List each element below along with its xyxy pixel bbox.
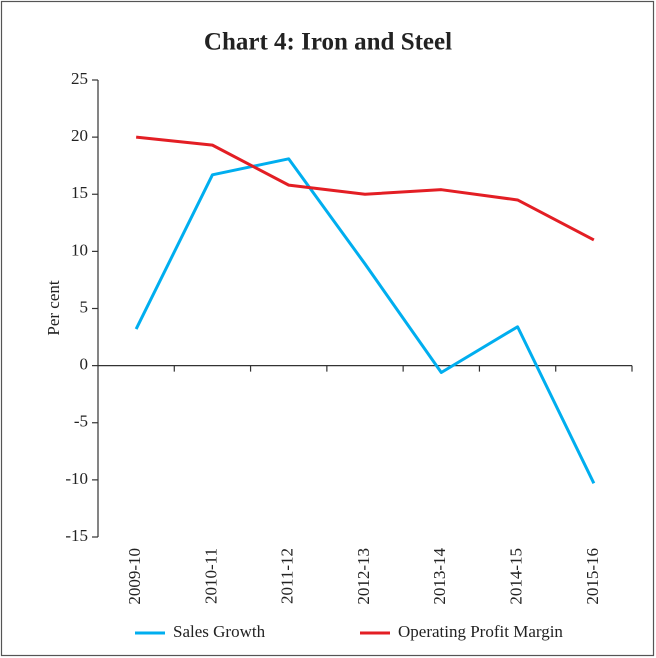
line-series <box>135 135 595 242</box>
x-tick-label: 2009-10 <box>125 548 144 605</box>
y-tick-label: 15 <box>71 183 88 202</box>
y-tick-label: 5 <box>80 297 89 316</box>
x-tick-label: 2015-16 <box>583 548 602 605</box>
x-tick-label: 2012-13 <box>354 548 373 605</box>
x-tick-label: 2010-11 <box>201 548 220 604</box>
y-tick-label: 10 <box>71 240 88 259</box>
x-tick-label: 2013-14 <box>430 548 449 605</box>
y-tick-label: 20 <box>71 126 88 145</box>
x-tick-label: 2011-12 <box>278 548 297 604</box>
chart-title: Chart 4: Iron and Steel <box>204 29 452 56</box>
legend-label: Operating Profit Margin <box>398 622 563 641</box>
legend-label: Sales Growth <box>173 622 266 641</box>
y-tick-label: -5 <box>74 412 88 431</box>
y-tick-label: 0 <box>80 355 89 374</box>
y-tick-label: 25 <box>71 69 88 88</box>
y-tick-label: -10 <box>65 469 88 488</box>
x-tick-label: 2014-15 <box>506 548 525 605</box>
line-series <box>134 157 596 484</box>
y-axis-label: Per cent <box>44 280 63 336</box>
y-tick-label: -15 <box>65 526 88 545</box>
